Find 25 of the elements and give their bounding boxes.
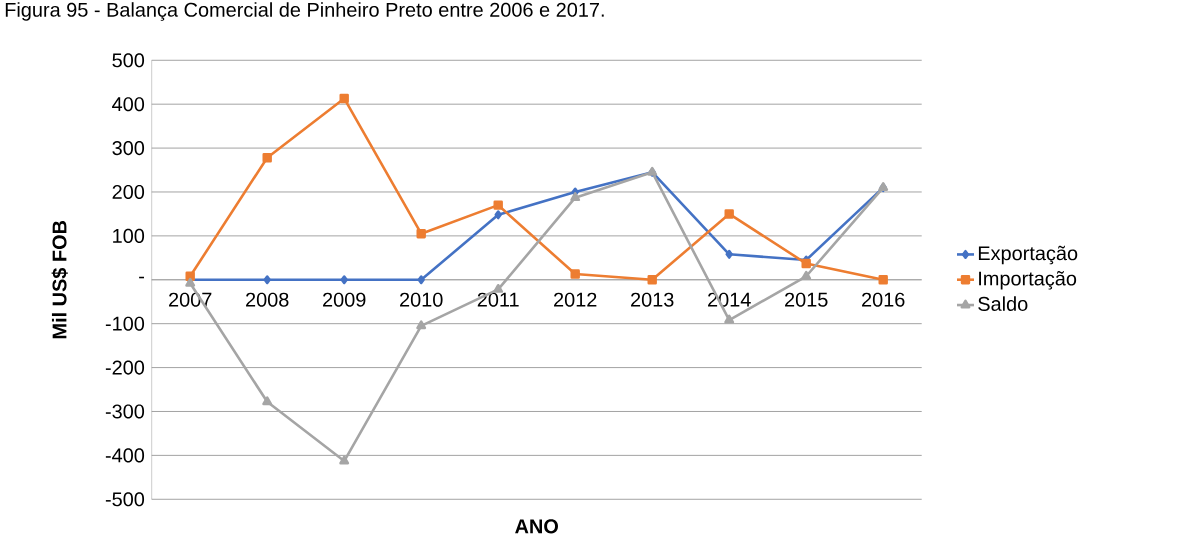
x-tick-label: 2010 <box>400 292 443 307</box>
x-tick-label: 2016 <box>862 292 905 307</box>
x-tick-label: 2009 <box>323 292 366 307</box>
y-tick-label: 100 <box>113 228 145 243</box>
legend-label: Exportação <box>978 245 1078 265</box>
y-tick-label: 300 <box>112 141 145 156</box>
x-tick-label: 2013 <box>631 292 674 307</box>
y-tick-label: -200 <box>105 360 145 375</box>
y-tick-label: 500 <box>112 53 145 68</box>
chart-title: Figura 95 - Balança Comercial de Pinheiro Preto entre 2006 e 2017. <box>5 2 604 21</box>
legend-label: Importação <box>979 271 1077 290</box>
y-tick-label: -500 <box>105 492 145 507</box>
x-tick-label: 2015 <box>785 292 828 307</box>
y-tick-label: 400 <box>112 97 145 112</box>
x-axis-title: ANO <box>515 519 558 534</box>
y-tick-label: -300 <box>105 404 145 419</box>
x-tick-label: 2011 <box>477 292 519 307</box>
y-axis-title: Mil US$ FOB <box>51 220 68 339</box>
y-tick-label: 200 <box>112 184 145 200</box>
y-tick-label: - <box>139 276 144 279</box>
y-tick-label: -400 <box>105 448 145 463</box>
x-tick-label: 2008 <box>246 292 289 307</box>
x-tick-label: 2012 <box>554 292 597 307</box>
legend-label: Saldo <box>978 296 1028 311</box>
y-tick-label: -100 <box>105 316 145 331</box>
